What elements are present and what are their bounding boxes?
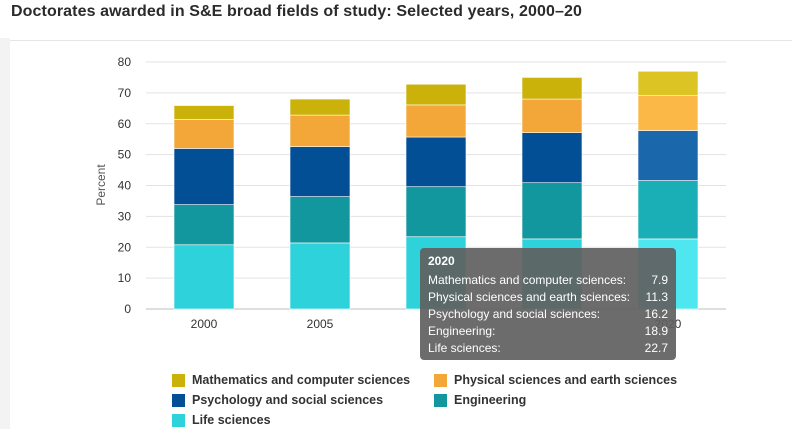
y-axis-title: Percent bbox=[94, 164, 108, 206]
y-tick-label: 20 bbox=[118, 240, 132, 254]
tooltip-row: Physical sciences and earth sciences: 11.… bbox=[428, 288, 668, 305]
y-tick-label: 40 bbox=[118, 179, 132, 193]
y-tick-label: 0 bbox=[124, 302, 131, 316]
bar-segment bbox=[405, 83, 467, 106]
legend-item[interactable]: Psychology and social sciences bbox=[172, 392, 434, 408]
tooltip-value: 22.7 bbox=[644, 340, 668, 355]
bar-segment bbox=[637, 180, 699, 240]
legend-label: Mathematics and computer sciences bbox=[192, 373, 411, 387]
tooltip-value: 7.9 bbox=[651, 272, 668, 287]
y-tick-label: 60 bbox=[118, 117, 132, 131]
legend-label: Engineering bbox=[454, 393, 527, 407]
legend-swatch bbox=[172, 393, 185, 407]
legend-label: Physical sciences and earth sciences bbox=[454, 373, 678, 387]
tooltip-row: Mathematics and computer sciences: 7.9 bbox=[428, 271, 668, 288]
bar-segment bbox=[173, 105, 235, 120]
bar-segment bbox=[521, 77, 583, 100]
legend-label: Life sciences bbox=[192, 413, 271, 427]
bar-segment bbox=[173, 119, 235, 149]
legend-swatch bbox=[434, 393, 447, 407]
tooltip-value: 18.9 bbox=[644, 323, 668, 338]
tooltip-label: Engineering: bbox=[428, 323, 496, 338]
bar-segment bbox=[521, 132, 583, 184]
bar-segment bbox=[173, 244, 235, 310]
tooltip-label: Physical sciences and earth sciences: bbox=[428, 289, 631, 304]
bar-segment bbox=[405, 104, 467, 138]
bar-segment bbox=[289, 242, 351, 310]
bar-segment bbox=[289, 196, 351, 244]
tooltip-row: Life sciences: 22.7 bbox=[428, 339, 668, 356]
bar-segment bbox=[637, 130, 699, 181]
bar-segment bbox=[637, 70, 699, 96]
y-tick-label: 80 bbox=[118, 55, 132, 69]
legend-swatch bbox=[172, 413, 185, 427]
tooltip-year: 2020 bbox=[428, 254, 455, 268]
tooltip-label: Life sciences: bbox=[428, 340, 501, 355]
chart-title: Doctorates awarded in S&E broad fields o… bbox=[11, 3, 582, 20]
y-tick-label: 70 bbox=[118, 86, 132, 100]
legend-item[interactable]: Physical sciences and earth sciences bbox=[434, 372, 724, 388]
legend-item[interactable]: Engineering bbox=[434, 392, 724, 408]
tooltip-value: 11.3 bbox=[645, 289, 668, 304]
x-tick-label: 2005 bbox=[307, 317, 334, 331]
tooltip-label: Psychology and social sciences: bbox=[428, 306, 601, 321]
legend-item[interactable]: Life sciences bbox=[172, 412, 434, 428]
left-margin-strip bbox=[0, 38, 10, 429]
bar-segment bbox=[405, 186, 467, 238]
tooltip-value: 16.2 bbox=[644, 306, 668, 321]
y-tick-label: 10 bbox=[118, 271, 132, 285]
bar-segment bbox=[289, 98, 351, 116]
bar-segment bbox=[173, 148, 235, 205]
chart-legend: Mathematics and computer sciences Physica… bbox=[172, 372, 732, 428]
chart-tooltip: 2020 Mathematics and computer sciences: 7… bbox=[420, 248, 676, 360]
tooltip-row: Psychology and social sciences: 16.2 bbox=[428, 305, 668, 322]
legend-label: Psychology and social sciences bbox=[192, 393, 384, 407]
legend-swatch bbox=[172, 373, 185, 387]
tooltip-row: Engineering: 18.9 bbox=[428, 322, 668, 339]
bar-segment bbox=[289, 146, 351, 197]
bar-segment bbox=[173, 204, 235, 246]
bar-segment bbox=[637, 95, 699, 131]
legend-item[interactable]: Mathematics and computer sciences bbox=[172, 372, 434, 388]
y-tick-label: 30 bbox=[118, 209, 132, 223]
tooltip-label: Mathematics and computer sciences: bbox=[428, 272, 627, 287]
y-tick-label: 50 bbox=[118, 148, 132, 162]
bar-segment bbox=[521, 98, 583, 134]
bar-segment bbox=[521, 182, 583, 240]
bar-segment bbox=[289, 114, 351, 147]
bar-segment bbox=[405, 136, 467, 188]
x-tick-label: 2000 bbox=[191, 317, 218, 331]
legend-swatch bbox=[434, 373, 447, 387]
